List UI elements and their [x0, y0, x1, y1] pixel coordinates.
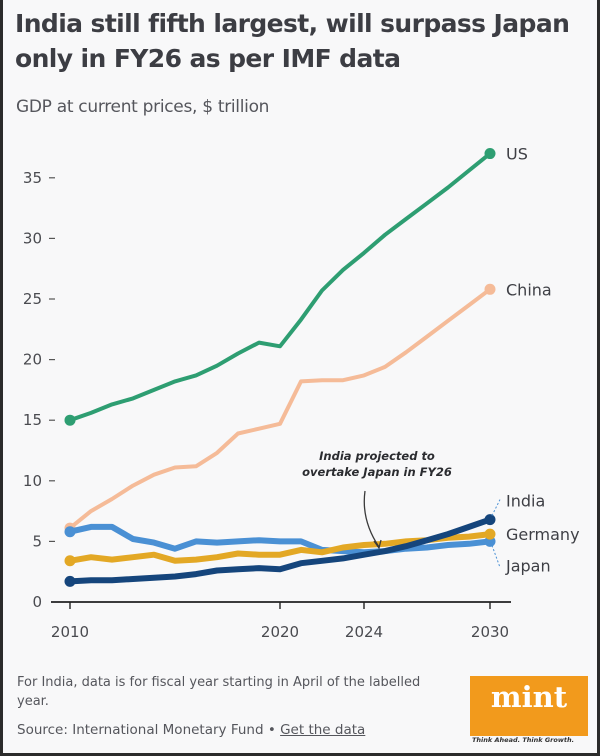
series-label-germany: Germany: [506, 525, 580, 544]
series-line-china: [68, 287, 492, 531]
series-line-us: [68, 151, 492, 423]
start-point-japan: [64, 526, 76, 538]
series-label-japan: Japan: [505, 556, 551, 575]
end-point-china: [484, 283, 496, 295]
end-point-germany: [484, 528, 496, 540]
annotation-arrow: [363, 490, 380, 548]
annotation-arrowhead-icon: [373, 539, 382, 550]
india-leader-line: [491, 499, 501, 516]
x-tick-label: 2030: [471, 623, 509, 641]
y-tick-label: 20: [23, 351, 42, 369]
y-tick-label: 0: [32, 593, 42, 611]
mint-logo: mint: [470, 676, 588, 736]
annotation: India projected to overtake Japan in FY2…: [302, 449, 452, 550]
y-tick-label: 10: [23, 472, 42, 490]
source-text: Source: International Monetary Fund •: [17, 722, 281, 738]
series-line-india: [67, 516, 493, 585]
series-line-japan: [67, 523, 493, 556]
series-lines: [64, 148, 496, 587]
x-tick-label: 2024: [345, 623, 383, 641]
annotation-line-2: overtake Japan in FY26: [302, 465, 452, 479]
japan-leader-line: [491, 545, 501, 568]
series-label-us: US: [506, 145, 528, 164]
series-label-china: China: [506, 280, 552, 299]
start-point-india: [64, 575, 76, 587]
mint-logo-text: mint: [490, 680, 568, 714]
series-labels: US China India Germany Japan: [491, 145, 580, 575]
start-point-germany: [64, 555, 76, 567]
end-point-india: [484, 514, 496, 526]
y-tick-label: 15: [23, 411, 42, 429]
start-point-us: [64, 414, 76, 426]
series-label-india: India: [506, 492, 545, 511]
get-the-data-link[interactable]: Get the data: [280, 722, 366, 738]
chart-subtitle: GDP at current prices, $ trillion: [16, 97, 270, 117]
line-chart: 0 5 10 15 20 25 30 35 2010 2020 2024 2030 India pr…: [23, 145, 580, 641]
y-tick-label: 30: [23, 229, 42, 247]
x-tick-label: 2010: [51, 623, 89, 641]
y-tick-label: 35: [23, 169, 42, 187]
chart-card: India still fifth largest, will surpass …: [3, 0, 597, 753]
source-line: Source: International Monetary Fund • Ge…: [17, 722, 365, 738]
end-point-us: [484, 148, 496, 160]
y-axis: 0 5 10 15 20 25 30 35: [23, 169, 55, 611]
x-axis: 2010 2020 2024 2030: [51, 601, 511, 641]
y-tick-label: 25: [23, 290, 42, 308]
annotation-line-1: India projected to: [319, 449, 435, 463]
x-tick-label: 2020: [261, 623, 299, 641]
y-tick-label: 5: [32, 532, 42, 550]
mint-tagline: Think Ahead. Think Growth.: [472, 736, 575, 744]
chart-title: India still fifth largest, will surpass …: [15, 9, 570, 73]
footnote: For India, data is for fiscal year start…: [17, 675, 421, 709]
